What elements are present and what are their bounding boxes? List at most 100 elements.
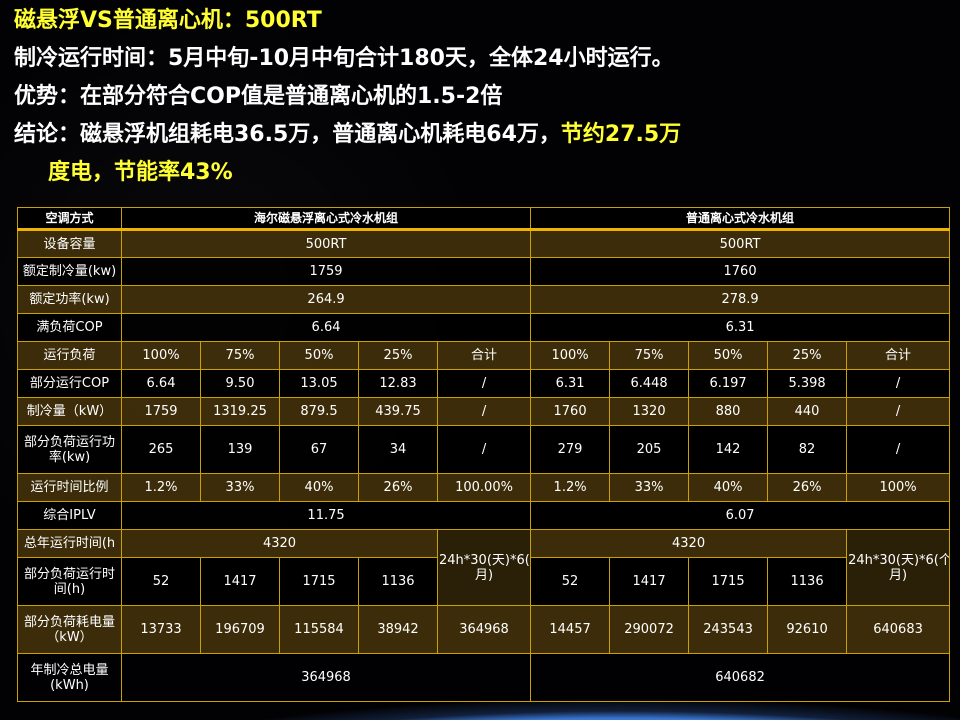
table-cell: 33% (200, 473, 280, 502)
table-cell: 1760 (530, 397, 611, 426)
row-label: 额定制冷量(kw) (17, 257, 122, 286)
table-row-rated-power: 额定功率(kw) 264.9 278.9 (17, 285, 951, 314)
table-cell: 880 (688, 397, 769, 426)
table-cell: 75% (609, 341, 690, 370)
table-cell: 13733 (121, 605, 201, 654)
advantage-line: 优势：在部分符合COP值是普通离心机的1.5-2倍 (14, 84, 503, 109)
table-cell: 38942 (358, 605, 438, 654)
table-cell: 24h*30(天)*6(个月) (846, 529, 951, 606)
table-cell: 6.197 (688, 369, 769, 398)
table-cell: 14457 (530, 605, 611, 654)
table-cell: 1715 (279, 557, 359, 606)
table-cell: 合计 (436, 341, 532, 370)
table-row-annual-hours: 总年运行时间(h432024h*30(天)*6(个月)432024h*30(天)… (17, 529, 951, 606)
table-row-capacity: 设备容量 500RT 500RT (17, 229, 951, 258)
table-row-full-load-cop: 满负荷COP 6.64 6.31 (17, 313, 951, 342)
row-label: 部分负荷耗电量（kW） (17, 605, 122, 654)
table-cell: 24h*30(天)*6(个月) (436, 529, 532, 606)
table-cell: 50% (279, 341, 359, 370)
table-cell: / (436, 369, 532, 398)
row-label: 设备容量 (17, 229, 122, 258)
table-row-cooling: 制冷量（kW） 1759 1319.25 879.5 439.75/1760 1320 88… (17, 397, 951, 426)
table-cell: 11.75 (120, 501, 532, 530)
table-cell: 1417 (609, 557, 690, 606)
table-cell: 1136 (358, 557, 438, 606)
savings-rate-line: 度电，节能率43% (48, 160, 233, 185)
table-cell: 196709 (200, 605, 280, 654)
table-cell: 12.83 (358, 369, 438, 398)
table-cell: 4320 (121, 529, 438, 558)
table-cell: / (436, 397, 532, 426)
table-cell: 50% (688, 341, 769, 370)
row-label: 总年运行时间(h (17, 529, 122, 558)
table-cell: 40% (279, 473, 359, 502)
table-cell: 1715 (688, 557, 769, 606)
table-cell: 142 (688, 425, 769, 474)
table-cell: 合计 (846, 341, 951, 370)
table-row-part-cop: 部分运行COP 6.64 9.50 13.05 12.83/6.31 6.448 6.197… (17, 369, 951, 398)
table-cell: 6.448 (609, 369, 690, 398)
conclusion-text: 结论：磁悬浮机组耗电36.5万，普通离心机耗电64万， (14, 122, 561, 147)
cooling-period-line: 制冷运行时间：5月中旬-10月中旬合计180天，全体24小时运行。 (14, 46, 674, 71)
table-cell: 92610 (767, 605, 848, 654)
row-label: 额定功率(kw) (17, 285, 122, 314)
table-cell: 500RT (530, 229, 951, 258)
row-label: 制冷量（kW） (17, 397, 122, 426)
table-cell: / (846, 397, 951, 426)
table-cell: 1.2% (530, 473, 611, 502)
table-cell: 33% (609, 473, 690, 502)
table-cell: 1759 (121, 397, 201, 426)
table-cell: 52 (121, 557, 201, 606)
conclusion-line: 结论：磁悬浮机组耗电36.5万，普通离心机耗电64万，节约27.5万 (14, 116, 681, 154)
table-cell: 40% (688, 473, 769, 502)
table-cell: 879.5 (279, 397, 359, 426)
table-cell: 6.31 (530, 313, 951, 342)
row-label: 满负荷COP (17, 313, 122, 342)
table-cell: 640683 (846, 605, 951, 654)
row-label: 综合IPLV (17, 501, 122, 530)
table-cell: 4320 (530, 529, 848, 558)
table-cell: 440 (767, 397, 848, 426)
table-cell: 52 (530, 557, 611, 606)
comparison-table: 空调方式 海尔磁悬浮离心式冷水机组 普通离心式冷水机组 设备容量 500RT 500RT 额… (17, 207, 951, 702)
table-cell: 115584 (279, 605, 359, 654)
table-cell: 13.05 (279, 369, 359, 398)
table-row-iplv: 综合IPLV 11.75 6.07 (17, 501, 951, 530)
row-label: 部分运行COP (17, 369, 122, 398)
table-cell: / (846, 425, 951, 474)
table-cell: 1320 (609, 397, 690, 426)
table-cell: 75% (200, 341, 280, 370)
table-cell: 67 (279, 425, 359, 474)
table-cell: 265 (121, 425, 201, 474)
table-cell: 26% (358, 473, 438, 502)
table-cell: 26% (767, 473, 848, 502)
table-cell: 1417 (200, 557, 280, 606)
table-cell: 139 (200, 425, 280, 474)
table-cell: 278.9 (530, 285, 951, 314)
table-cell: 364968 (120, 653, 532, 702)
table-cell: 1.2% (121, 473, 201, 502)
table-row-rated-cooling: 额定制冷量(kw) 1759 1760 (17, 257, 951, 286)
headline: 磁悬浮VS普通离心机：500RT (14, 8, 322, 33)
table-cell: 100% (530, 341, 611, 370)
table-cell: 1759 (120, 257, 532, 286)
table-cell: 6.07 (530, 501, 951, 530)
slide-title-block: 磁悬浮VS普通离心机：500RT 制冷运行时间：5月中旬-10月中旬合计180天… (14, 2, 681, 192)
table-cell: 6.64 (121, 369, 201, 398)
table-cell: 205 (609, 425, 690, 474)
row-label: 部分负荷运行时间(h) (17, 557, 122, 606)
table-cell: 9.50 (200, 369, 280, 398)
table-cell: 25% (767, 341, 848, 370)
row-label: 年制冷总电量(kWh) (17, 653, 122, 702)
table-cell: 439.75 (358, 397, 438, 426)
table-cell: 82 (767, 425, 848, 474)
table-cell: 6.31 (530, 369, 611, 398)
table-row-load: 运行负荷 100% 75% 50% 25% 合计 100% 75% 50% 25% 合计 (17, 341, 951, 370)
table-cell: 普通离心式冷水机组 (530, 207, 951, 231)
table-cell: 100.00% (436, 473, 532, 502)
table-cell: 640682 (530, 653, 951, 702)
table-cell: 1136 (767, 557, 848, 606)
table-cell: 25% (358, 341, 438, 370)
row-label: 部分负荷运行功率(kw) (17, 425, 122, 474)
table-cell: 100% (121, 341, 201, 370)
